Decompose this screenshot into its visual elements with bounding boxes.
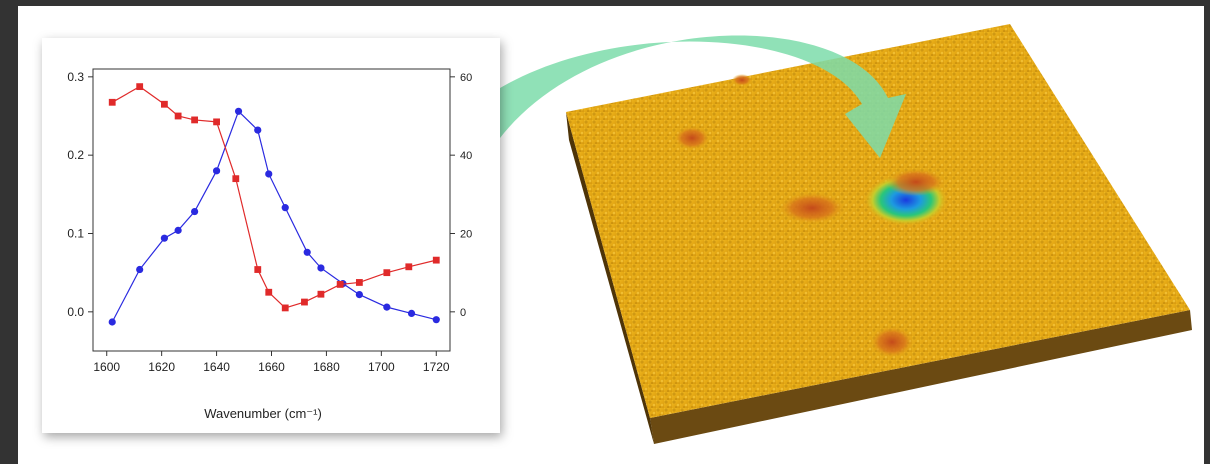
series-2-point [174, 112, 182, 120]
series-1-point [265, 170, 273, 178]
frame-left-border [0, 0, 18, 464]
frame-right-border [1204, 0, 1210, 464]
series-2-point [336, 281, 344, 288]
surface-front-side [650, 310, 1192, 444]
series-2-point [281, 304, 289, 312]
x-tick-label: 1600 [93, 360, 120, 374]
surface-bump [674, 126, 710, 150]
series-1-point [136, 265, 144, 274]
series-1-point [254, 126, 262, 134]
chart-panel: 1600 1620 1640 1660 1680 1700 1720 0.0 0.1 0.2 0.3… [42, 38, 500, 433]
series-2-point [136, 83, 144, 91]
x-tick-label: 1680 [313, 360, 340, 374]
right-y-tick-label: 0 [460, 307, 466, 319]
series-1-point [317, 264, 325, 272]
surface-top [566, 24, 1190, 418]
series-2-point [213, 118, 220, 126]
x-tick-label: 1700 [368, 360, 395, 374]
series-2-point [161, 100, 168, 108]
ir-spectrum-chart: 1600 1620 1640 1660 1680 1700 1720 0.0 0.1 0.2 0.3… [67, 68, 472, 421]
x-tick-label: 1660 [258, 360, 285, 374]
surface-left-side [566, 112, 654, 444]
left-y-tick-label: 0.3 [67, 70, 84, 84]
series-1-point [303, 248, 311, 256]
series-1-point [355, 291, 363, 299]
surface-bump [870, 326, 914, 358]
series-2-point [432, 256, 440, 264]
series-2-point [108, 98, 116, 106]
series-1-point [234, 107, 243, 115]
x-tick-label: 1720 [423, 360, 450, 374]
surface-bump [732, 74, 752, 86]
series-line-1 [111, 110, 437, 323]
series-2-point [301, 298, 308, 306]
x-tick-label: 1640 [203, 360, 230, 374]
left-y-tick-label: 0.2 [67, 148, 84, 162]
left-y-tick-label: 0.1 [67, 227, 84, 241]
series-1-point [191, 207, 199, 216]
series-2-point [254, 266, 262, 273]
series-1-point [174, 226, 182, 234]
surface-bump [778, 192, 846, 224]
series-1-point [108, 318, 116, 326]
series-2-point [191, 116, 199, 124]
plot-frame [92, 68, 451, 352]
series-2-point [317, 290, 325, 298]
series-2-point [405, 263, 413, 271]
left-y-tick-label: 0.0 [67, 305, 84, 319]
series-2-point [383, 269, 391, 277]
series-2-point [265, 288, 273, 296]
x-axis-label: Wavenumber (cm⁻¹) [204, 406, 322, 421]
series-1-point [407, 309, 416, 317]
series-1-point [383, 303, 391, 311]
right-y-tick-label: 40 [460, 150, 472, 162]
series-2-point [232, 175, 240, 183]
series-1-point [281, 204, 289, 212]
x-tick-label: 1620 [148, 360, 175, 374]
series-1-point [432, 316, 440, 324]
frame-top-border [0, 0, 1210, 6]
series-2-point [355, 279, 363, 286]
series-1-point [212, 167, 221, 175]
right-y-tick-label: 60 [460, 72, 472, 84]
surface-bump [886, 168, 946, 196]
series-1-point [160, 234, 168, 242]
right-y-tick-label: 20 [460, 229, 472, 241]
